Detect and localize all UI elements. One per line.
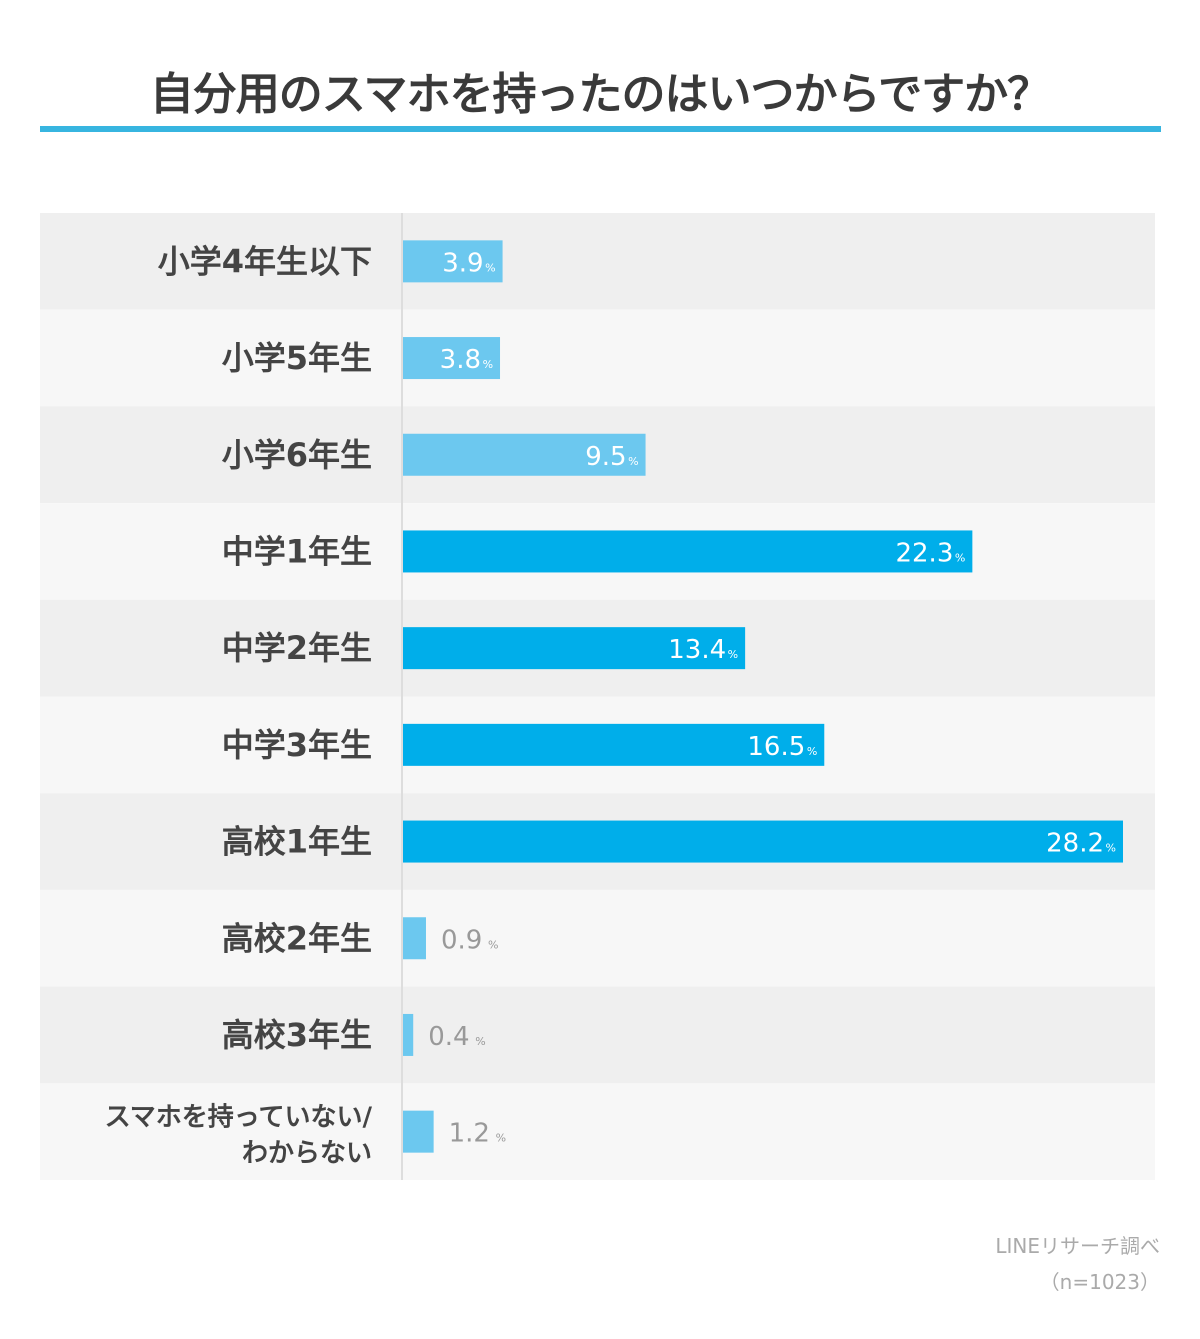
source-label: LINEリサーチ調べ	[995, 1234, 1160, 1258]
percent-sign: %	[475, 1035, 485, 1048]
sample-size-label: （n=1023）	[1039, 1270, 1160, 1294]
percent-sign: %	[955, 551, 965, 564]
value-label: 0.4	[428, 1022, 469, 1052]
percent-sign: %	[488, 938, 498, 951]
category-label: 小学4年生以下	[158, 242, 372, 280]
value-label: 28.2	[1046, 829, 1104, 859]
title-underline	[40, 126, 1161, 132]
row-background	[40, 889, 1155, 987]
row-background	[40, 309, 1155, 407]
category-label: 中学3年生	[222, 726, 372, 764]
bar	[403, 240, 503, 283]
bar	[403, 723, 825, 766]
bar	[403, 1110, 434, 1153]
percent-sign: %	[485, 261, 495, 274]
category-label: 小学5年生	[222, 339, 372, 377]
bar	[403, 1013, 414, 1056]
bar	[403, 337, 501, 380]
chart-title: 自分用のスマホを持ったのはいつからですか？	[149, 69, 1051, 120]
percent-sign: %	[483, 358, 493, 371]
bar	[403, 917, 426, 960]
bar	[403, 627, 746, 670]
value-label: 16.5	[747, 732, 805, 762]
bar	[403, 530, 973, 573]
percent-sign: %	[496, 1132, 506, 1145]
row-background	[40, 1083, 1155, 1180]
bar	[403, 820, 1123, 863]
value-label: 1.2	[449, 1119, 490, 1149]
category-label: 高校2年生	[222, 919, 372, 957]
row-background	[40, 986, 1155, 1084]
category-label: 小学6年生	[222, 436, 372, 474]
category-label: 中学1年生	[222, 532, 372, 570]
category-label: スマホを持っていない/わからない	[105, 1103, 373, 1169]
category-label: 中学2年生	[222, 629, 372, 667]
value-label: 3.8	[440, 345, 481, 375]
value-label: 13.4	[668, 635, 726, 665]
category-label: 高校1年生	[222, 823, 372, 861]
percent-sign: %	[628, 455, 638, 468]
category-label: 高校3年生	[222, 1016, 372, 1054]
value-label: 9.5	[585, 442, 626, 472]
value-label: 3.9	[442, 248, 483, 278]
value-label: 22.3	[895, 538, 953, 568]
percent-sign: %	[807, 745, 817, 758]
percent-sign: %	[728, 648, 738, 661]
bar	[403, 433, 646, 476]
value-label: 0.9	[441, 925, 482, 955]
row-background	[40, 213, 1155, 310]
percent-sign: %	[1106, 842, 1116, 855]
